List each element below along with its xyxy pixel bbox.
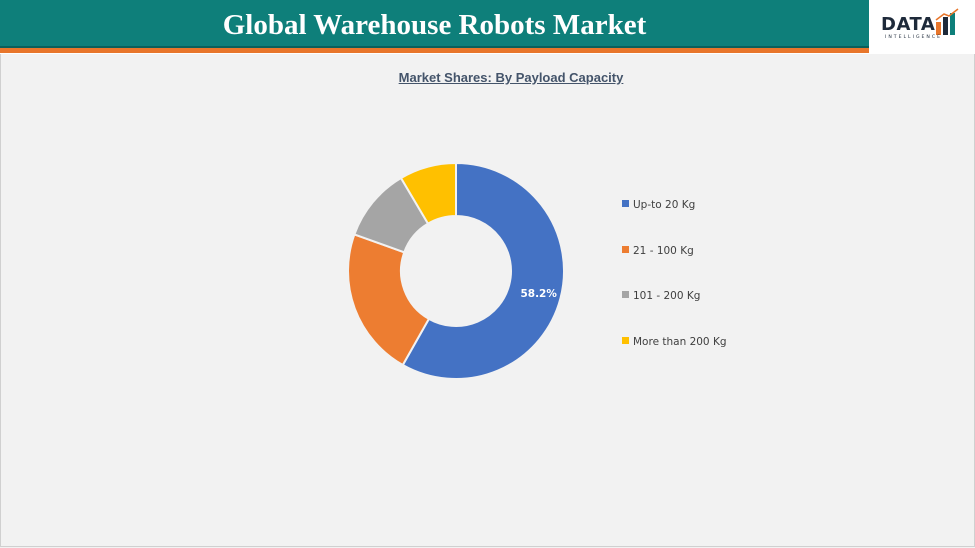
logo-tagline: INTELLIGENCE: [885, 35, 942, 40]
chart-title: Market Shares: By Payload Capacity: [398, 70, 624, 85]
legend-item-2: 21 - 100 Kg: [622, 245, 694, 259]
legend-swatch: [622, 291, 629, 298]
legend-label: 101 - 200 Kg: [633, 290, 701, 302]
legend-item-1: Up-to 20 Kg: [622, 199, 695, 213]
donut-slice-2: [347, 233, 431, 367]
legend-swatch: [622, 245, 629, 253]
accent-stripe: [0, 48, 869, 53]
donut-slice-1: [401, 161, 565, 380]
title-band: [0, 0, 869, 48]
legend-label: Up-to 20 Kg: [633, 199, 696, 211]
legend-swatch: [622, 200, 629, 207]
legend-label: More than 200 Kg: [633, 335, 727, 348]
header: Global Warehouse Robots Market DATA INTE…: [0, 0, 975, 54]
donut-slice-4: [399, 161, 457, 226]
bar-chart-icon: [935, 8, 959, 35]
data-label-1: 58.2%: [520, 288, 557, 300]
legend-label: 21 - 100 Kg: [633, 244, 694, 257]
page-title: Global Warehouse Robots Market: [222, 9, 647, 41]
donut-chart: 58.2%: [347, 161, 565, 380]
brand-logo: DATA INTELLIGENCE: [869, 0, 975, 54]
legend-item-4: More than 200 Kg: [622, 336, 727, 350]
logo-wordmark: DATA: [881, 14, 936, 35]
legend-swatch: [622, 336, 629, 344]
legend-item-3: 101 - 200 Kg: [622, 290, 700, 304]
